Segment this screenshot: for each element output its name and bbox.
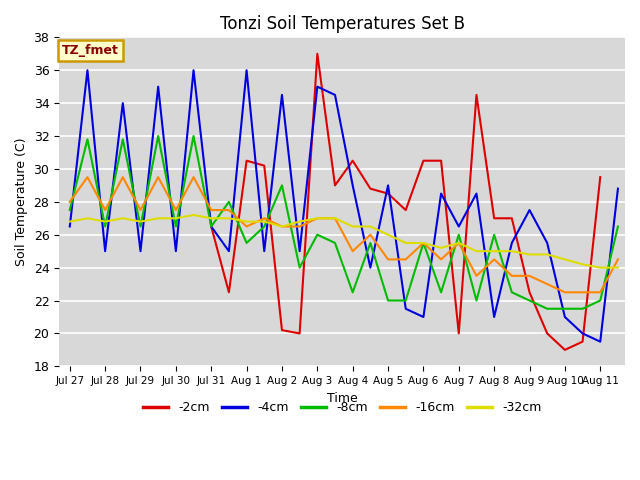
Y-axis label: Soil Temperature (C): Soil Temperature (C)	[15, 138, 28, 266]
Title: Tonzi Soil Temperatures Set B: Tonzi Soil Temperatures Set B	[220, 15, 465, 33]
Text: TZ_fmet: TZ_fmet	[62, 44, 119, 57]
Legend: -2cm, -4cm, -8cm, -16cm, -32cm: -2cm, -4cm, -8cm, -16cm, -32cm	[138, 396, 547, 420]
X-axis label: Time: Time	[326, 392, 358, 405]
